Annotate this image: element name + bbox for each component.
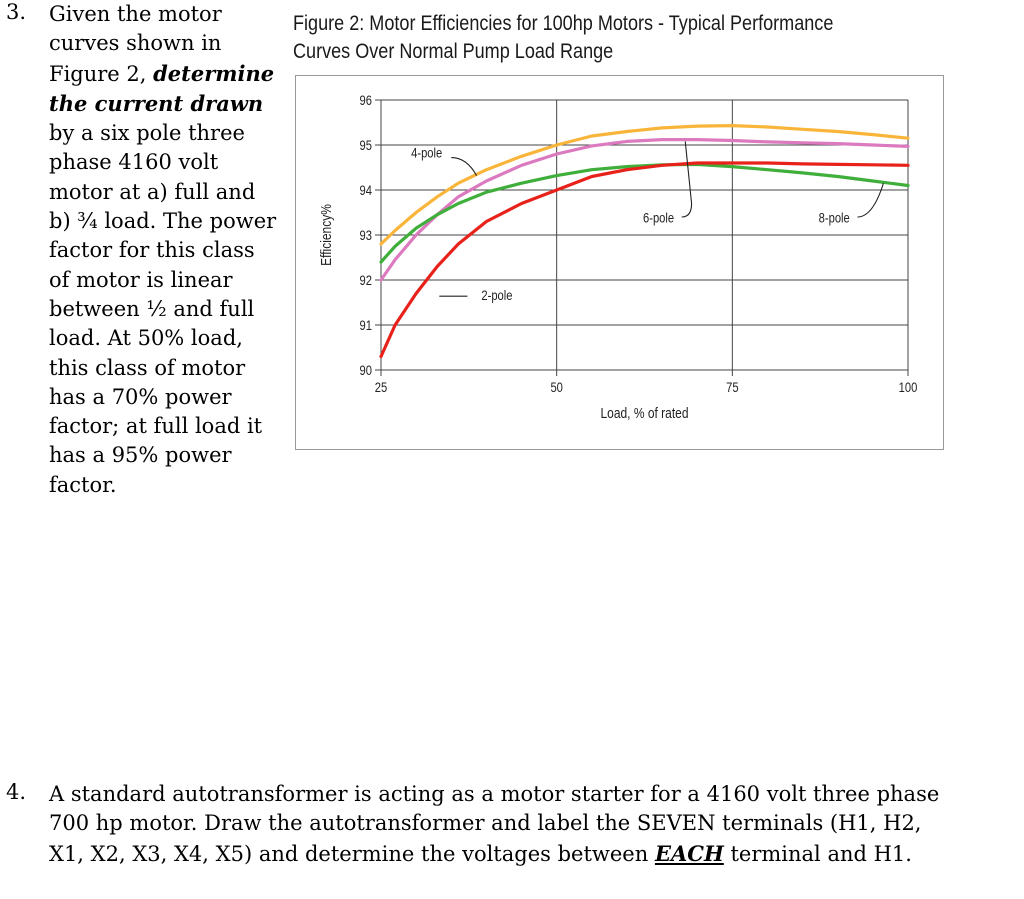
question-3-number: 3. xyxy=(6,0,27,24)
y-axis-label: Efficiency% xyxy=(318,204,335,266)
annotation-leader-6-pole xyxy=(681,141,693,218)
chart-frame xyxy=(295,75,944,450)
y-tick-label-93: 93 xyxy=(360,228,372,243)
annotation-label-4-pole: 4-pole xyxy=(411,145,442,160)
question-4-text-before: A standard autotransformer is acting as … xyxy=(49,782,940,866)
y-tick-label-95: 95 xyxy=(360,138,372,153)
series-line-4-pole xyxy=(379,123,910,246)
series-line-2-pole xyxy=(379,161,910,359)
figure-title-line-1: Figure 2: Motor Efficiencies for 100hp M… xyxy=(293,12,834,35)
x-axis-label: Load, % of rated xyxy=(600,405,688,422)
question-3-text-after: by a six pole three phase 4160 volt moto… xyxy=(49,121,277,497)
y-tick-label-96: 96 xyxy=(360,93,372,108)
question-4-emphasis: EACH xyxy=(654,840,724,866)
x-tick-label-75: 75 xyxy=(726,380,738,395)
question-3-text: Given the motor curves shown in Figure 2… xyxy=(49,0,279,500)
annotation-leader-4-pole xyxy=(451,157,478,176)
figure-title: Figure 2: Motor Efficiencies for 100hp M… xyxy=(293,10,834,66)
y-tick-label-90: 90 xyxy=(360,363,372,378)
annotation-leader-8-pole xyxy=(857,183,884,218)
y-tick-label-92: 92 xyxy=(360,273,372,288)
question-3-text-before: Given the motor curves shown in Figure 2… xyxy=(49,2,222,86)
question-4-number: 4. xyxy=(6,780,27,804)
series-line-8-pole xyxy=(379,162,910,264)
annotation-label-6-pole: 6-pole xyxy=(643,210,674,225)
question-3-emphasis: determine the current drawn xyxy=(49,60,275,116)
efficiency-chart: 90 91 92 93 94 95 96 25 50 75 100 Load, % of rated E… xyxy=(318,93,918,422)
x-tick-label-100: 100 xyxy=(899,380,918,395)
figure-title-line-2: Curves Over Normal Pump Load Range xyxy=(293,40,614,63)
y-tick-label-94: 94 xyxy=(360,183,372,198)
question-4-text-after: terminal and H1. xyxy=(723,841,912,866)
x-tick-label-25: 25 xyxy=(375,380,387,395)
annotation-label-2-pole: 2-pole xyxy=(481,288,512,303)
y-tick-label-91: 91 xyxy=(360,318,372,333)
question-4-text: A standard autotransformer is acting as … xyxy=(49,780,949,869)
annotation-label-8-pole: 8-pole xyxy=(819,210,850,225)
x-tick-label-50: 50 xyxy=(550,380,562,395)
